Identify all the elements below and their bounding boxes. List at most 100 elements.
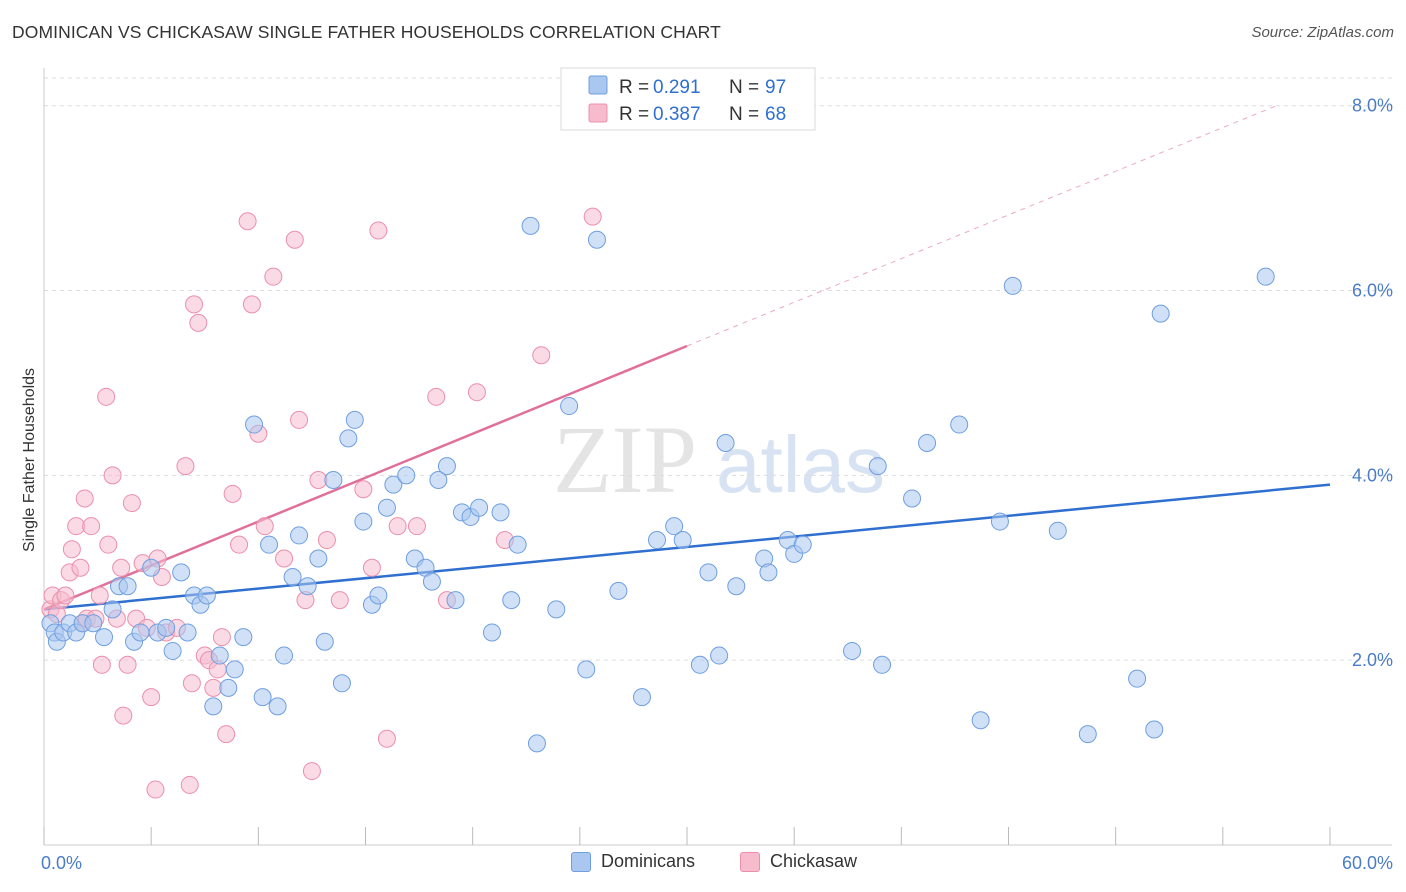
- x-tick-label: 0.0%: [41, 853, 82, 873]
- dominican-point: [508, 535, 527, 554]
- dominican-point: [727, 577, 746, 596]
- dominican-point: [324, 470, 343, 489]
- dominican-point: [470, 498, 489, 517]
- chickasaw-point: [204, 678, 223, 697]
- tick-labels: 2.0% 4.0% 6.0% 8.0% 0.0% 60.0%: [41, 96, 1393, 873]
- dominican-point: [163, 641, 182, 660]
- chickasaw-point: [290, 410, 309, 429]
- chickasaw-point: [92, 655, 111, 674]
- legend-swatch-chickasaw: [588, 103, 608, 123]
- chickasaw-point: [223, 484, 242, 503]
- dominican-point: [354, 512, 373, 531]
- chickasaw-point: [427, 387, 446, 406]
- bottom-legend-label-dominicans: Dominicans: [601, 851, 696, 871]
- chickasaw-point: [255, 517, 274, 536]
- chickasaw-point: [532, 346, 551, 365]
- chickasaw-point: [142, 688, 161, 707]
- dominican-point: [950, 415, 969, 434]
- chickasaw-point: [369, 221, 388, 240]
- chickasaw-point: [75, 489, 94, 508]
- chickasaw-point: [317, 531, 336, 550]
- chickasaw-point: [467, 383, 486, 402]
- chickasaw-point: [238, 212, 257, 231]
- chickasaw-point: [388, 517, 407, 536]
- chickasaw-point: [56, 586, 75, 605]
- dominican-point: [710, 646, 729, 665]
- dominican-point: [245, 415, 264, 434]
- dominican-point: [384, 475, 403, 494]
- dominican-point: [903, 489, 922, 508]
- y-tick-label: 6.0%: [1352, 281, 1393, 301]
- chickasaw-point: [407, 517, 426, 536]
- watermark-zip: ZIP: [553, 406, 697, 513]
- dominican-point: [491, 503, 510, 522]
- chickasaw-point: [285, 230, 304, 249]
- dominican-point: [868, 457, 887, 476]
- dominican-point: [197, 586, 216, 605]
- watermark-atlas: atlas: [716, 420, 885, 509]
- chickasaw-point: [82, 517, 101, 536]
- dominican-points: [41, 216, 1275, 753]
- chickasaw-point: [122, 494, 141, 513]
- axes: [43, 68, 1392, 846]
- dominican-point: [699, 563, 718, 582]
- bottom-legend-swatch-dominicans: [571, 851, 591, 872]
- chickasaw-point: [242, 295, 261, 314]
- dominican-point: [118, 577, 137, 596]
- dominican-point: [172, 563, 191, 582]
- dominican-point: [339, 429, 358, 448]
- dominican-point: [268, 697, 287, 716]
- legend-r-label-dominicans: R =: [619, 77, 649, 98]
- x-tick-label: 60.0%: [1342, 853, 1393, 873]
- chickasaw-trend-extension: [686, 105, 1277, 347]
- dominican-point: [521, 216, 540, 235]
- dominican-point: [84, 614, 103, 633]
- chickasaw-point: [114, 706, 133, 725]
- chickasaw-point: [118, 655, 137, 674]
- bottom-legend-chickasaw: Chickasaw: [740, 851, 857, 872]
- chickasaw-point: [302, 762, 321, 781]
- chickasaw-point: [97, 387, 116, 406]
- dominican-point: [315, 632, 334, 651]
- dominican-point: [560, 397, 579, 416]
- dominican-point: [95, 628, 114, 647]
- dominican-point: [131, 623, 150, 642]
- legend-r-label-chickasaw: R =: [619, 104, 649, 125]
- dominican-point: [283, 568, 302, 587]
- y-tick-label: 8.0%: [1352, 96, 1393, 116]
- legend-swatch-dominicans: [588, 75, 608, 95]
- chickasaw-points: [41, 207, 602, 799]
- dominican-point: [918, 434, 937, 453]
- legend-r-value-chickasaw: 0.387: [653, 104, 701, 125]
- legend-n-value-dominicans: 97: [765, 77, 786, 98]
- dominican-point: [397, 466, 416, 485]
- dominican-point: [527, 734, 546, 753]
- dominican-point: [1128, 669, 1147, 688]
- chickasaw-point: [176, 457, 195, 476]
- dominican-point: [502, 591, 521, 610]
- dominican-point: [587, 230, 606, 249]
- dominican-point: [225, 660, 244, 679]
- dominican-point: [971, 711, 990, 730]
- chickasaw-point: [146, 780, 165, 799]
- dominican-point: [290, 526, 309, 545]
- dominican-point: [1145, 720, 1164, 739]
- dominican-point: [577, 660, 596, 679]
- dominican-point: [1078, 725, 1097, 744]
- dominican-point: [332, 674, 351, 693]
- chickasaw-point: [62, 540, 81, 559]
- y-tick-label: 2.0%: [1352, 650, 1393, 670]
- dominican-point: [157, 618, 176, 637]
- dominican-point: [142, 558, 161, 577]
- dominican-point: [547, 600, 566, 619]
- dominican-point: [873, 655, 892, 674]
- dominican-point: [632, 688, 651, 707]
- dominican-point: [377, 498, 396, 517]
- chickasaw-point: [67, 517, 86, 536]
- chickasaw-point: [182, 674, 201, 693]
- dominican-point: [1256, 267, 1275, 286]
- chickasaw-point: [377, 729, 396, 748]
- chickasaw-point: [264, 267, 283, 286]
- chickasaw-point: [71, 558, 90, 577]
- dominican-point: [210, 646, 229, 665]
